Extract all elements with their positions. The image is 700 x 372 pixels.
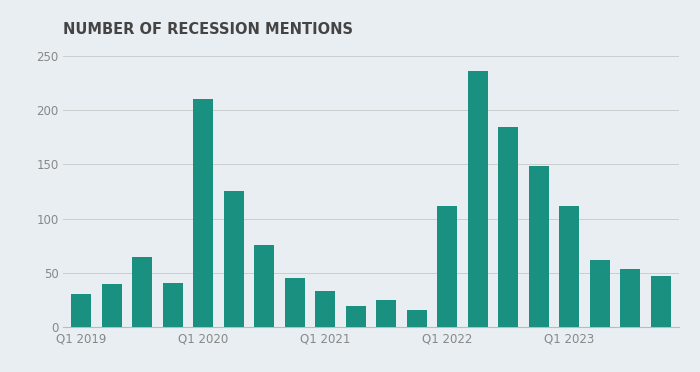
Bar (498, 127, 518, 327)
Bar (651, 276, 671, 327)
Bar (528, 166, 549, 327)
Bar (620, 269, 640, 327)
Bar (132, 257, 152, 327)
Bar (438, 206, 457, 327)
Bar (346, 306, 365, 327)
Bar (559, 206, 579, 327)
Bar (285, 278, 304, 327)
Text: NUMBER OF RECESSION MENTIONS: NUMBER OF RECESSION MENTIONS (63, 22, 353, 36)
Bar (71, 294, 91, 327)
Bar (193, 99, 214, 327)
Bar (590, 260, 610, 327)
Bar (254, 245, 274, 327)
Bar (377, 300, 396, 327)
Bar (102, 284, 122, 327)
Bar (468, 71, 488, 327)
Bar (224, 192, 244, 327)
Bar (163, 283, 183, 327)
Bar (407, 310, 427, 327)
Bar (315, 292, 335, 327)
